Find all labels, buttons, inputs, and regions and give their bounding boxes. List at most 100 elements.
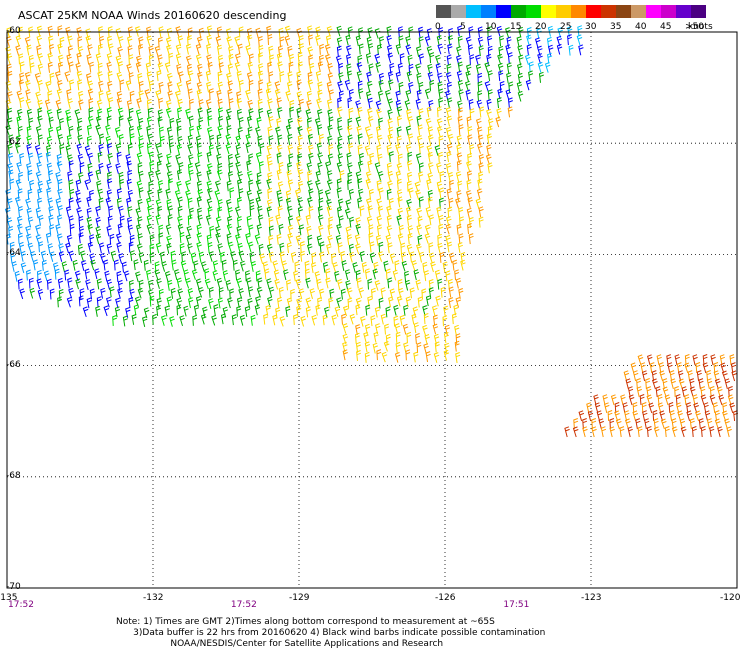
wind-barb — [5, 80, 12, 92]
wind-barb — [127, 216, 133, 228]
wind-barb — [367, 133, 373, 145]
wind-barb — [357, 54, 363, 66]
wind-barb — [357, 144, 363, 156]
wind-barb — [695, 362, 701, 374]
wind-barb — [105, 296, 112, 308]
wind-barb — [667, 362, 673, 374]
wind-barb — [27, 242, 34, 254]
wind-barb — [178, 71, 184, 83]
wind-barb — [25, 80, 31, 91]
wind-barb — [257, 214, 264, 226]
wind-barb — [434, 341, 440, 353]
wind-barb — [577, 25, 583, 37]
wind-barb — [680, 426, 687, 438]
wind-barb — [374, 280, 381, 291]
wind-barb — [234, 153, 241, 164]
wind-barb — [197, 189, 203, 200]
wind-barb — [327, 170, 333, 182]
wind-barb — [367, 116, 374, 127]
wind-barb — [78, 232, 84, 244]
wind-barb — [349, 313, 356, 325]
wind-barb — [448, 297, 454, 309]
wind-barb — [572, 426, 579, 438]
wind-barb — [394, 260, 400, 272]
wind-barb — [166, 171, 173, 182]
wind-barb — [84, 145, 91, 157]
wind-barb — [235, 233, 241, 245]
wind-barb — [306, 180, 313, 191]
wind-barb — [166, 27, 173, 39]
wind-barb — [200, 261, 207, 272]
wind-barb — [700, 394, 707, 406]
wind-barb — [386, 205, 392, 217]
wind-barb — [266, 278, 272, 290]
wind-barb — [335, 234, 342, 246]
wind-barb — [486, 108, 492, 120]
wind-barb — [413, 351, 419, 363]
wind-barb — [126, 63, 132, 75]
wind-barb — [308, 34, 314, 46]
wind-barb — [115, 143, 122, 155]
wind-barb — [277, 181, 284, 192]
wind-barb — [257, 135, 263, 147]
wind-barb — [148, 151, 154, 163]
wind-barb — [610, 394, 617, 406]
wind-barb — [146, 116, 153, 128]
wind-barb — [457, 242, 463, 254]
wind-barb — [257, 277, 263, 289]
wind-barb — [678, 378, 685, 390]
wind-barb — [706, 418, 713, 430]
wind-barb — [250, 314, 256, 326]
wind-barb — [344, 269, 351, 281]
wind-barb — [138, 170, 144, 182]
wind-barb — [66, 234, 73, 246]
wind-barb — [478, 162, 484, 174]
wind-barb — [403, 304, 409, 316]
wind-barb — [245, 44, 251, 56]
wind-barb — [387, 109, 393, 120]
legend-swatch — [541, 5, 556, 18]
wind-barb — [388, 197, 394, 209]
wind-barb — [469, 108, 475, 120]
wind-barb — [721, 370, 728, 382]
wind-barb — [49, 72, 55, 84]
wind-barb — [496, 25, 503, 37]
wind-barb — [105, 124, 111, 136]
wind-barb — [165, 37, 172, 48]
wind-barb — [357, 133, 363, 145]
wind-barb — [315, 179, 321, 191]
wind-barb — [537, 53, 543, 64]
wind-barb — [127, 224, 134, 236]
wind-barb — [216, 89, 222, 101]
wind-barb — [146, 71, 153, 83]
legend-tick-label: 35 — [610, 22, 622, 32]
wind-barb — [287, 215, 294, 227]
wind-barb — [167, 205, 173, 217]
wind-barb — [127, 116, 133, 128]
wind-barb — [318, 189, 324, 201]
wind-barb — [460, 259, 466, 271]
wind-barb — [205, 214, 212, 226]
wind-barb — [116, 271, 122, 283]
wind-barb — [48, 206, 54, 217]
wind-barb — [220, 251, 225, 263]
wind-barb — [108, 43, 114, 55]
wind-barb — [427, 63, 433, 75]
wind-barb — [455, 197, 461, 209]
wind-barb — [7, 70, 13, 82]
wind-barb — [395, 170, 402, 182]
wind-barb — [290, 288, 295, 300]
wind-barb — [326, 179, 333, 191]
wind-barb — [166, 243, 172, 254]
wind-barb — [486, 53, 492, 65]
wind-barb — [369, 152, 375, 164]
wind-barb — [457, 107, 463, 119]
wind-barb — [427, 71, 434, 83]
wind-barb — [443, 349, 450, 361]
wind-barb — [85, 279, 91, 290]
wind-barb — [217, 81, 224, 93]
wind-barb — [128, 72, 134, 84]
wind-barb — [294, 189, 301, 200]
wind-barb — [89, 234, 95, 246]
wind-barb — [426, 46, 433, 57]
